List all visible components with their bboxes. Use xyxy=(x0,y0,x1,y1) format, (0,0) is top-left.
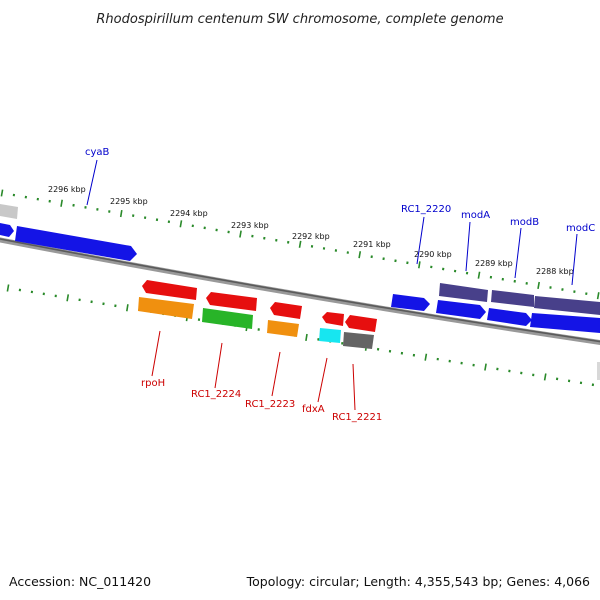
outer-ruler-tick xyxy=(298,240,302,248)
gene-label-modB[interactable]: modB xyxy=(510,217,539,228)
outer-scale-ruler xyxy=(0,189,600,300)
genome-summary-text: Topology: circular; Length: 4,355,543 bp… xyxy=(246,574,590,589)
gene-rpoH-a[interactable] xyxy=(142,280,197,300)
outer-ruler-tick xyxy=(596,292,600,300)
gene-label-cyaB[interactable]: cyaB xyxy=(85,147,110,158)
gene-RC1-2223-a[interactable] xyxy=(270,302,302,319)
outer-ruler-tick xyxy=(513,279,516,283)
scale-label: 2292 kbp xyxy=(292,232,330,241)
gene-label-modC[interactable]: modC xyxy=(566,223,595,234)
gene-label-RC1-2223[interactable]: RC1_2223 xyxy=(245,399,295,410)
gene-modC-b[interactable] xyxy=(530,313,600,333)
outer-ruler-tick xyxy=(477,271,481,279)
gene-label-RC1-2221[interactable]: RC1_2221 xyxy=(332,412,382,423)
gene-label-RC1-2224[interactable]: RC1_2224 xyxy=(191,389,241,400)
gene-RC1-2221-a[interactable] xyxy=(345,315,377,332)
outer-ruler-tick xyxy=(60,199,63,207)
inner-ruler-tick xyxy=(126,304,129,312)
gene-block-blue[interactable] xyxy=(391,294,430,311)
gene-modA-a[interactable] xyxy=(439,283,488,302)
gene-RC1-2224-a[interactable] xyxy=(206,292,257,311)
scale-label: 2291 kbp xyxy=(353,240,391,249)
backbone-edge xyxy=(0,238,600,343)
outer-ruler-tick xyxy=(239,230,242,238)
outer-ruler-tick xyxy=(418,261,421,269)
outer-ruler-tick xyxy=(561,288,564,291)
gene-label-RC1-2220[interactable]: RC1_2220 xyxy=(401,204,451,215)
map-title: Rhodospirillum centenum SW chromosome, c… xyxy=(96,12,503,27)
gene-fdxA-b[interactable] xyxy=(319,328,341,343)
scale-label: 2296 kbp xyxy=(48,185,86,194)
scale-label: 2294 kbp xyxy=(170,209,208,218)
outer-ruler-tick xyxy=(119,209,123,218)
gene-modB-b[interactable] xyxy=(487,308,532,326)
outer-ruler-tick xyxy=(72,203,75,207)
gene-fdxA-a[interactable] xyxy=(322,312,344,326)
gene-label-rpoH[interactable]: rpoH xyxy=(141,378,165,389)
outer-ruler-tick xyxy=(24,195,28,199)
gene-rpoH-b[interactable] xyxy=(138,297,194,319)
inner-ruler-tick xyxy=(66,294,70,302)
gene-modB-a[interactable] xyxy=(491,290,534,307)
reverse-leader-lines xyxy=(151,330,356,411)
inner-ruler-tick xyxy=(424,353,428,361)
gene-cyaB[interactable] xyxy=(15,226,137,261)
scale-label: 2290 kbp xyxy=(414,250,452,259)
gene-label-modA[interactable]: modA xyxy=(461,210,490,221)
gene-RC1-2221-b[interactable] xyxy=(343,332,374,349)
inner-ruler-tick xyxy=(6,284,10,292)
inner-ruler-tick xyxy=(305,333,308,342)
forward-strand-genes xyxy=(0,204,600,333)
gene-modA-b[interactable] xyxy=(436,300,486,319)
gene-label-fdxA[interactable]: fdxA xyxy=(302,404,325,415)
outer-ruler-tick xyxy=(179,220,183,228)
gene-RC1-2224-b[interactable] xyxy=(202,308,253,329)
scale-label: 2293 kbp xyxy=(231,221,269,230)
scale-label: 2289 kbp xyxy=(475,259,513,268)
inner-ruler-tick xyxy=(484,363,487,371)
forward-leader-lines xyxy=(86,159,578,286)
gene-block-blue[interactable] xyxy=(0,223,14,237)
outer-ruler-tick xyxy=(537,281,540,290)
chromosome-backbone xyxy=(0,237,600,346)
scale-label: 2295 kbp xyxy=(110,197,148,206)
reverse-strand-genes xyxy=(138,280,377,349)
outer-ruler-tick xyxy=(465,271,469,275)
gene-RC1-2223-b[interactable] xyxy=(267,320,299,337)
gene-modC-a[interactable] xyxy=(534,296,600,315)
gene-block-silver[interactable] xyxy=(0,204,18,219)
outer-ruler-tick xyxy=(0,189,4,197)
scale-label: 2288 kbp xyxy=(536,267,574,276)
outer-ruler-tick xyxy=(358,251,362,259)
inner-ruler-tick xyxy=(543,373,547,381)
edge-marker xyxy=(597,362,600,380)
accession-text: Accession: NC_011420 xyxy=(9,574,151,589)
